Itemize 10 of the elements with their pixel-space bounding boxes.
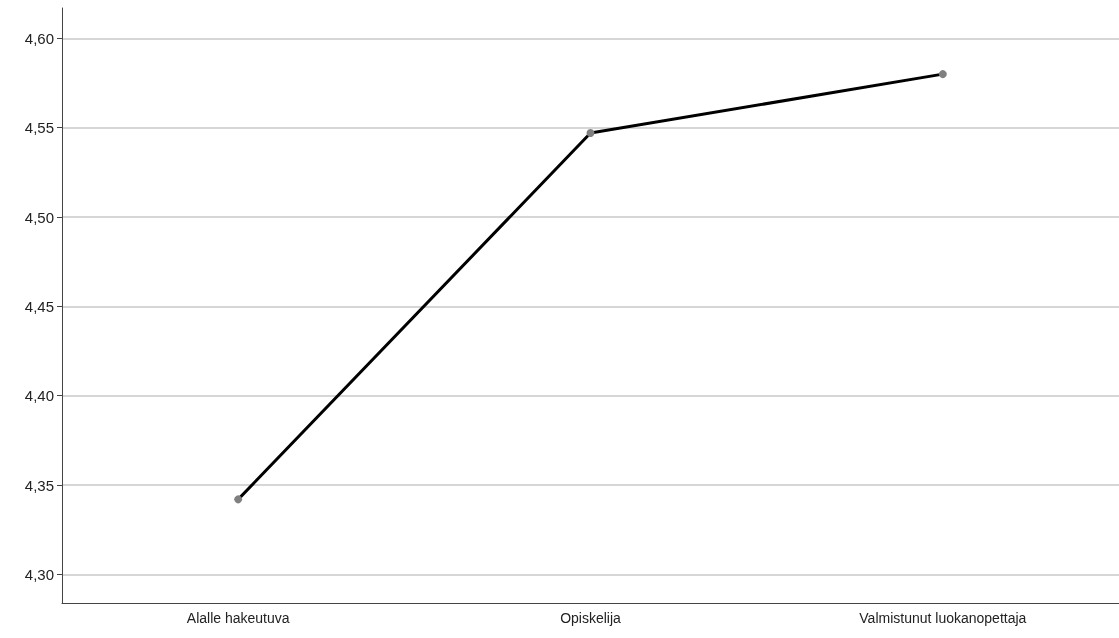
x-tick-label: Opiskelija: [560, 610, 622, 626]
y-tick-label: 4,45: [24, 297, 54, 315]
y-tick-label: 4,40: [24, 387, 54, 405]
y-tick-label: 4,35: [24, 476, 54, 494]
x-tick-label: Alalle hakeutuva: [186, 610, 290, 626]
x-tick-label: Valmistunut luokanopettaja: [859, 610, 1027, 626]
y-tick-label: 4,50: [24, 208, 54, 226]
y-tick-label: 4,55: [24, 119, 54, 137]
y-tick-label: 4,30: [24, 565, 54, 583]
y-tick-label: 4,60: [24, 29, 54, 47]
